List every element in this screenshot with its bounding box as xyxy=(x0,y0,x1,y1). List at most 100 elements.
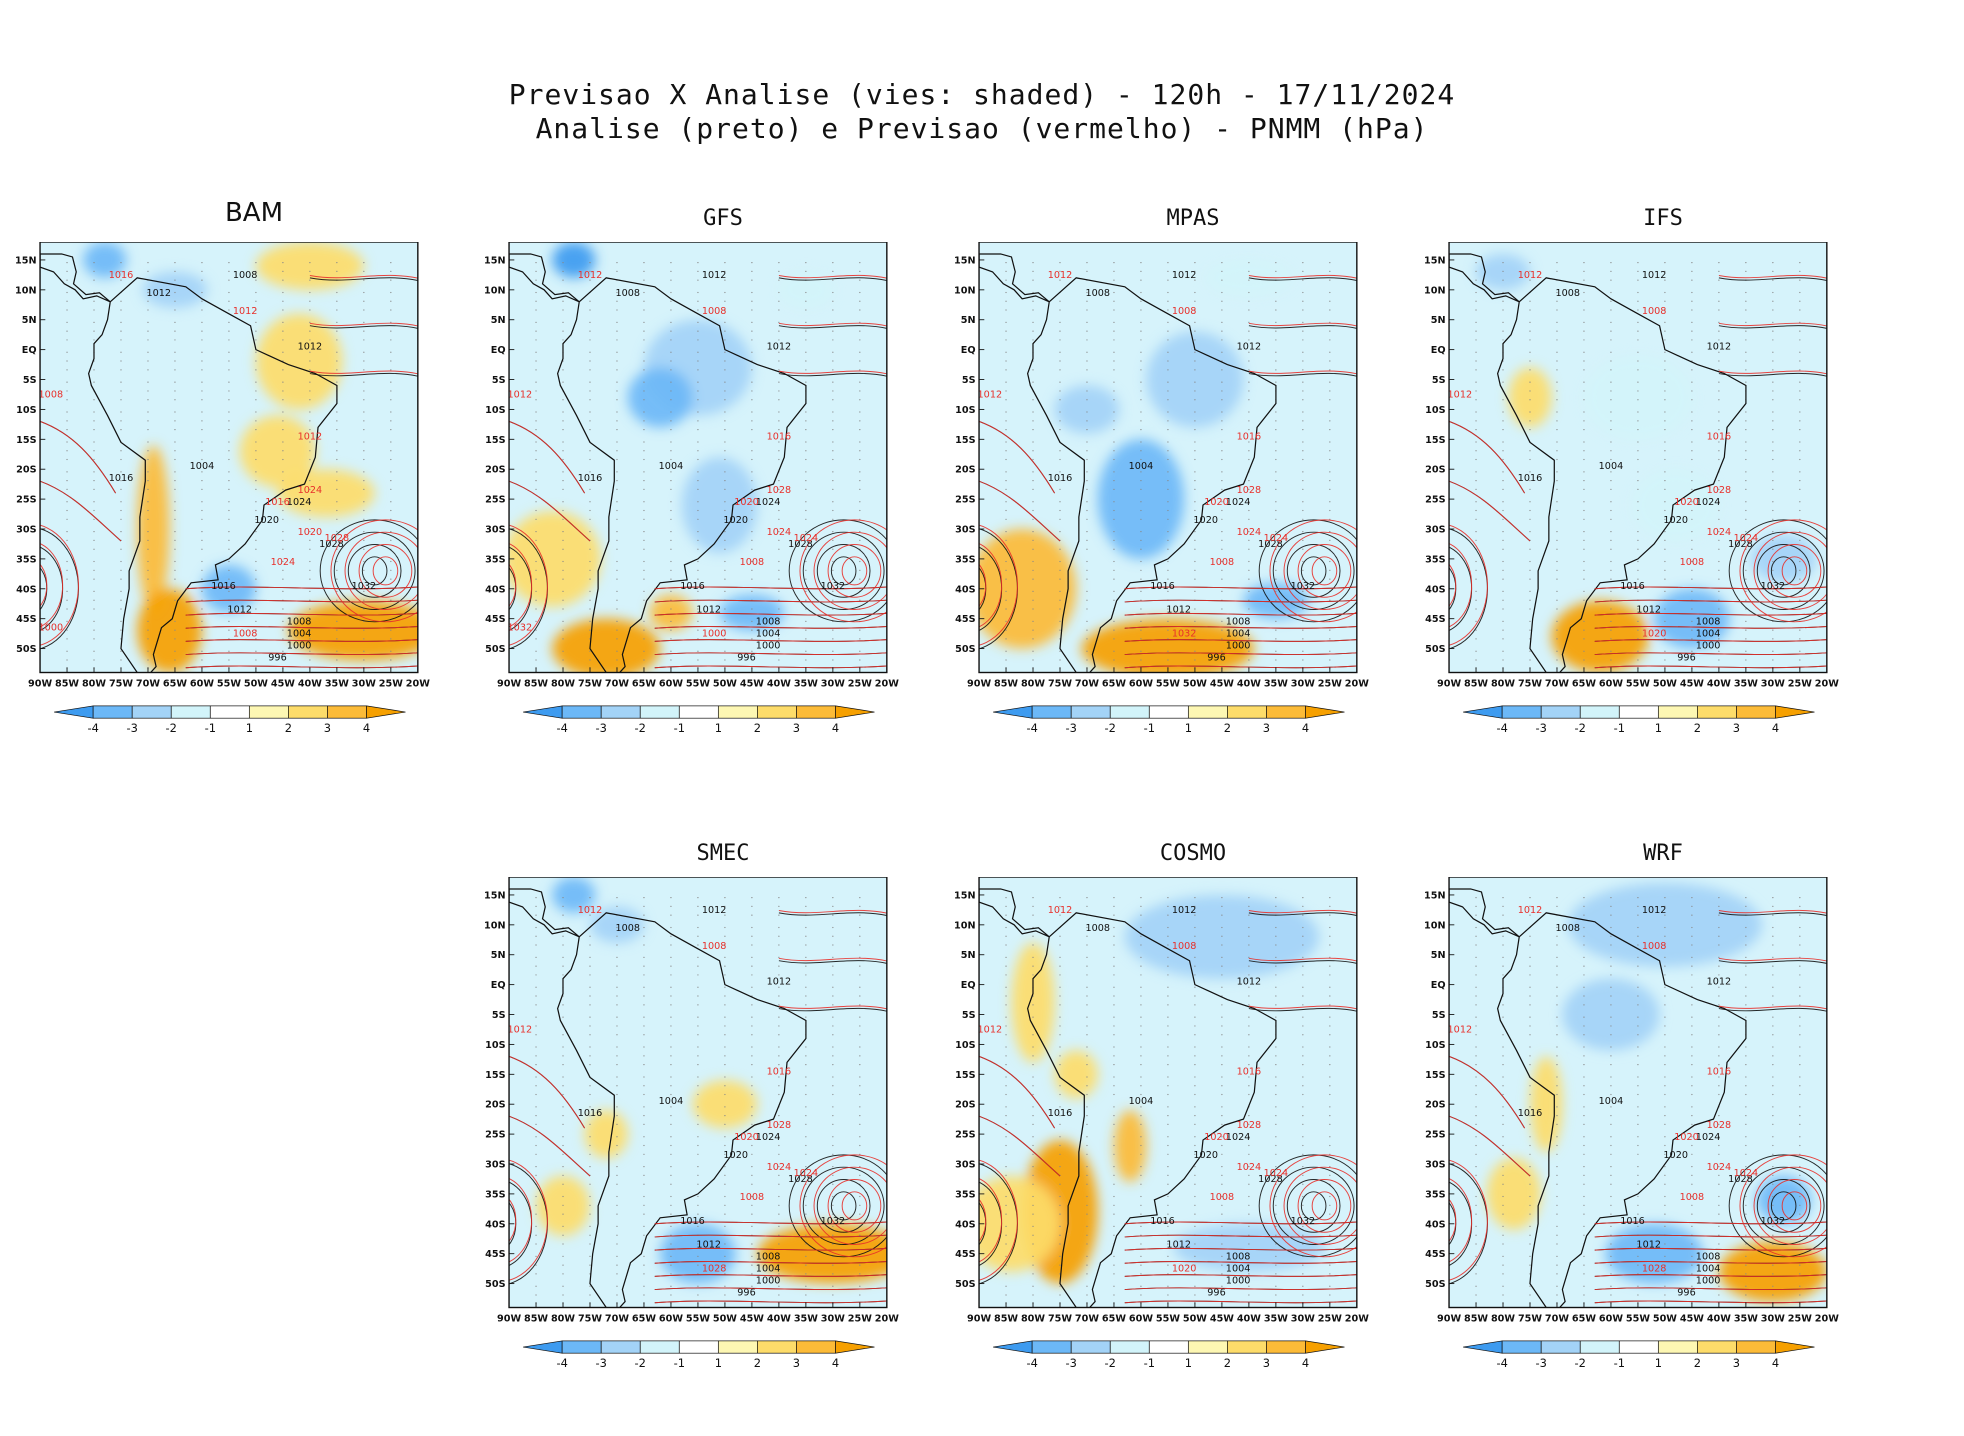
forecast-isobar-label: 1024 xyxy=(1264,533,1289,544)
lon-tick-label: 20W xyxy=(1815,679,1839,690)
lon-tick-label: 70W xyxy=(1545,1314,1569,1325)
analysis-isobar-label: 1008 xyxy=(1696,617,1721,628)
colorbar-label: -4 xyxy=(556,1356,567,1369)
analysis-isobar-label: 1008 xyxy=(287,617,312,628)
analysis-isobar-label: 1012 xyxy=(1237,977,1262,988)
anomaly-patch xyxy=(1054,1050,1098,1099)
anomaly-patch xyxy=(719,594,785,631)
colorbar-swatch xyxy=(1736,1340,1776,1354)
forecast-isobar-label: 1028 xyxy=(767,1120,792,1131)
lat-tick-label: 20S xyxy=(16,465,36,476)
anomaly-patch xyxy=(1081,618,1255,673)
anomaly-patch xyxy=(1605,1223,1703,1284)
analysis-isobar-label: 1012 xyxy=(146,288,171,299)
forecast-isobar-label: 1024 xyxy=(767,1162,792,1173)
lon-tick-label: 40W xyxy=(1237,679,1261,690)
colorbar-label: 1 xyxy=(1185,1356,1192,1369)
lat-tick-label: 5S xyxy=(23,375,37,386)
analysis-isobar-label: 1032 xyxy=(821,581,846,592)
lat-tick-label: 40S xyxy=(485,1219,505,1230)
colorbar-label: -1 xyxy=(674,1356,685,1369)
colorbar-swatch xyxy=(1657,705,1698,719)
forecast-isobar-label: 1024 xyxy=(767,527,792,538)
colorbar-label: -2 xyxy=(635,1356,646,1369)
lat-tick-label: 10N xyxy=(484,920,506,931)
anomaly-patch xyxy=(1054,385,1120,434)
lon-tick-label: 60W xyxy=(1129,1314,1153,1325)
colorbar-label: 1 xyxy=(246,721,253,734)
colorbar-label: 1 xyxy=(1185,721,1192,734)
anomaly-patch xyxy=(277,469,375,518)
lat-tick-label: 45S xyxy=(1425,614,1445,625)
lon-tick-label: 50W xyxy=(713,679,737,690)
analysis-isobar-label: 1008 xyxy=(233,270,258,281)
analysis-isobar-label: 1012 xyxy=(1707,977,1732,988)
forecast-isobar-label: 1020 xyxy=(1204,1132,1229,1143)
analysis-isobar-label: 1000 xyxy=(756,1276,781,1287)
colorbar-swatch xyxy=(600,1340,641,1354)
analysis-isobar-label: 1012 xyxy=(702,270,727,281)
colorbar-swatch xyxy=(678,705,719,719)
forecast-isobar-label: 1008 xyxy=(233,629,258,640)
anomaly-patch xyxy=(1632,469,1719,541)
colorbar-label: 3 xyxy=(1733,721,1740,734)
analysis-isobar-label: 1012 xyxy=(1166,605,1191,616)
forecast-isobar-label: 1020 xyxy=(1674,1132,1699,1143)
lat-tick-label: 10S xyxy=(1425,1040,1445,1051)
coastline xyxy=(556,277,807,673)
anomaly-patch xyxy=(1654,588,1730,649)
lat-tick-label: 25S xyxy=(485,1130,505,1141)
lat-tick-label: EQ xyxy=(961,345,976,356)
lon-tick-label: 50W xyxy=(1183,1314,1207,1325)
analysis-isobar-label: 1028 xyxy=(788,1174,813,1185)
anomaly-patch xyxy=(83,242,127,278)
lat-tick-label: 15S xyxy=(16,435,36,446)
colorbar-label: -1 xyxy=(1614,1356,1625,1369)
analysis-isobar-label: 1016 xyxy=(1518,473,1543,484)
colorbar-label: -1 xyxy=(205,721,216,734)
lat-tick-label: EQ xyxy=(961,980,976,991)
anomaly-patch xyxy=(1146,331,1244,428)
lat-tick-label: EQ xyxy=(491,980,506,991)
forecast-isobar-label: 1012 xyxy=(1518,905,1543,916)
lon-tick-label: 85W xyxy=(994,1314,1018,1325)
forecast-isobar-label: 1008 xyxy=(39,389,64,400)
colorbar-swatch xyxy=(288,705,328,719)
colorbar-label: 2 xyxy=(1694,1356,1701,1369)
lon-tick-label: 55W xyxy=(217,679,241,690)
lat-tick-label: 20S xyxy=(1425,1100,1445,1111)
panel-title: GFS xyxy=(703,206,743,231)
colorbar-swatch xyxy=(1266,705,1306,719)
lat-tick-label: 30S xyxy=(485,525,505,536)
lat-tick-label: 35S xyxy=(1425,554,1445,565)
analysis-isobar-label: 1008 xyxy=(1085,923,1110,934)
colorbar-swatch xyxy=(717,705,758,719)
forecast-isobar-label: 1020 xyxy=(734,1132,759,1143)
colorbar-label: -4 xyxy=(1496,721,1507,734)
analysis-isobar-label: 1004 xyxy=(1129,461,1154,472)
panel-title: MPAS xyxy=(1166,206,1220,231)
lon-tick-label: 25W xyxy=(379,679,403,690)
anomaly-patch xyxy=(979,1175,1060,1272)
chart-title-line2: Analise (preto) e Previsao (vermelho) - … xyxy=(535,112,1429,145)
forecast-isobar-label: 1008 xyxy=(1172,941,1197,952)
lat-tick-label: 5N xyxy=(1431,315,1446,326)
colorbar-swatch xyxy=(1031,1340,1072,1354)
forecast-isobar-label: 1008 xyxy=(702,306,727,317)
colorbar-swatch xyxy=(1187,1340,1228,1354)
colorbar-label: -3 xyxy=(1066,721,1077,734)
forecast-isobar-label: 1028 xyxy=(1707,485,1732,496)
analysis-isobar-label: 1024 xyxy=(756,497,781,508)
forecast-isobar-label: 1008 xyxy=(1210,557,1235,568)
colorbar-swatch xyxy=(796,1340,836,1354)
lon-tick-label: 40W xyxy=(1707,679,1731,690)
lat-tick-label: 35S xyxy=(485,554,505,565)
colorbar-label: -1 xyxy=(1144,721,1155,734)
colorbar-swatch xyxy=(993,1340,1033,1354)
analysis-isobar-label: 1008 xyxy=(1696,1252,1721,1263)
lon-tick-label: 50W xyxy=(713,1314,737,1325)
colorbar-swatch xyxy=(717,1340,758,1354)
lon-tick-label: 35W xyxy=(1264,679,1288,690)
lat-tick-label: EQ xyxy=(22,345,37,356)
anomaly-patch xyxy=(692,1080,758,1129)
